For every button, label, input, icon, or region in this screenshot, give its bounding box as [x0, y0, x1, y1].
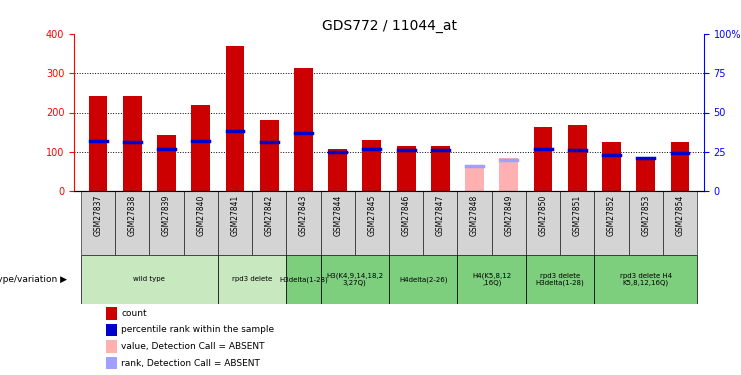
Bar — [431, 146, 450, 191]
Text: rpd3 delete H4
K5,8,12,16Q): rpd3 delete H4 K5,8,12,16Q) — [619, 273, 672, 286]
Bar — [526, 255, 594, 304]
Bar — [115, 191, 150, 255]
Bar — [637, 157, 655, 191]
Bar — [389, 255, 457, 304]
Text: GSM27839: GSM27839 — [162, 194, 171, 236]
Text: wild type: wild type — [133, 276, 165, 282]
Text: GSM27850: GSM27850 — [539, 194, 548, 236]
Bar — [628, 191, 663, 255]
Bar — [252, 191, 286, 255]
Text: H4(K5,8,12
,16Q): H4(K5,8,12 ,16Q) — [472, 272, 511, 286]
Bar — [150, 191, 184, 255]
Bar — [594, 255, 697, 304]
Text: GSM27849: GSM27849 — [505, 194, 514, 236]
Text: GSM27842: GSM27842 — [265, 194, 273, 236]
Text: GSM27846: GSM27846 — [402, 194, 411, 236]
Bar — [594, 191, 628, 255]
Bar — [157, 135, 176, 191]
Text: GSM27840: GSM27840 — [196, 194, 205, 236]
Text: value, Detection Call = ABSENT: value, Detection Call = ABSENT — [122, 342, 265, 351]
Bar — [423, 191, 457, 255]
Bar — [396, 146, 416, 191]
Bar — [286, 255, 321, 304]
Bar — [671, 142, 689, 191]
Bar — [105, 307, 117, 320]
Text: H3delta(1-28): H3delta(1-28) — [279, 276, 328, 283]
Text: GSM27838: GSM27838 — [127, 194, 137, 236]
Bar — [321, 191, 355, 255]
Text: H3(K4,9,14,18,2
3,27Q): H3(K4,9,14,18,2 3,27Q) — [326, 272, 383, 286]
Bar — [191, 105, 210, 191]
Bar — [81, 255, 218, 304]
Text: rpd3 delete: rpd3 delete — [232, 276, 272, 282]
Bar — [389, 191, 423, 255]
Text: GSM27845: GSM27845 — [368, 194, 376, 236]
Text: percentile rank within the sample: percentile rank within the sample — [122, 326, 274, 334]
Bar — [105, 340, 117, 353]
Bar — [457, 191, 492, 255]
Bar — [105, 357, 117, 369]
Text: GSM27843: GSM27843 — [299, 194, 308, 236]
Text: rpd3 delete
H3delta(1-28): rpd3 delete H3delta(1-28) — [536, 273, 585, 286]
Bar — [225, 46, 245, 191]
Text: GSM27844: GSM27844 — [333, 194, 342, 236]
Bar — [526, 191, 560, 255]
Bar — [492, 191, 526, 255]
Text: GSM27854: GSM27854 — [676, 194, 685, 236]
Bar — [328, 149, 347, 191]
Text: genotype/variation ▶: genotype/variation ▶ — [0, 275, 67, 284]
Bar — [602, 142, 621, 191]
Text: count: count — [122, 309, 147, 318]
Bar — [123, 96, 142, 191]
Bar — [218, 191, 252, 255]
Bar — [89, 96, 107, 191]
Text: GSM27847: GSM27847 — [436, 194, 445, 236]
Bar — [355, 191, 389, 255]
Bar — [663, 191, 697, 255]
Bar — [362, 140, 382, 191]
Text: GSM27841: GSM27841 — [230, 194, 239, 236]
Bar — [534, 127, 553, 191]
Bar — [81, 191, 115, 255]
Bar — [184, 191, 218, 255]
Text: rank, Detection Call = ABSENT: rank, Detection Call = ABSENT — [122, 358, 260, 368]
Text: GSM27852: GSM27852 — [607, 194, 616, 236]
Bar — [457, 255, 526, 304]
Bar — [499, 158, 518, 191]
Bar — [286, 191, 321, 255]
Bar — [218, 255, 286, 304]
Bar — [105, 324, 117, 336]
Bar — [465, 168, 484, 191]
Title: GDS772 / 11044_at: GDS772 / 11044_at — [322, 19, 456, 33]
Bar — [560, 191, 594, 255]
Bar — [568, 125, 587, 191]
Bar — [321, 255, 389, 304]
Bar — [260, 120, 279, 191]
Text: GSM27853: GSM27853 — [641, 194, 651, 236]
Bar — [294, 68, 313, 191]
Text: GSM27837: GSM27837 — [93, 194, 102, 236]
Text: H4delta(2-26): H4delta(2-26) — [399, 276, 448, 283]
Text: GSM27851: GSM27851 — [573, 194, 582, 236]
Text: GSM27848: GSM27848 — [470, 194, 479, 236]
